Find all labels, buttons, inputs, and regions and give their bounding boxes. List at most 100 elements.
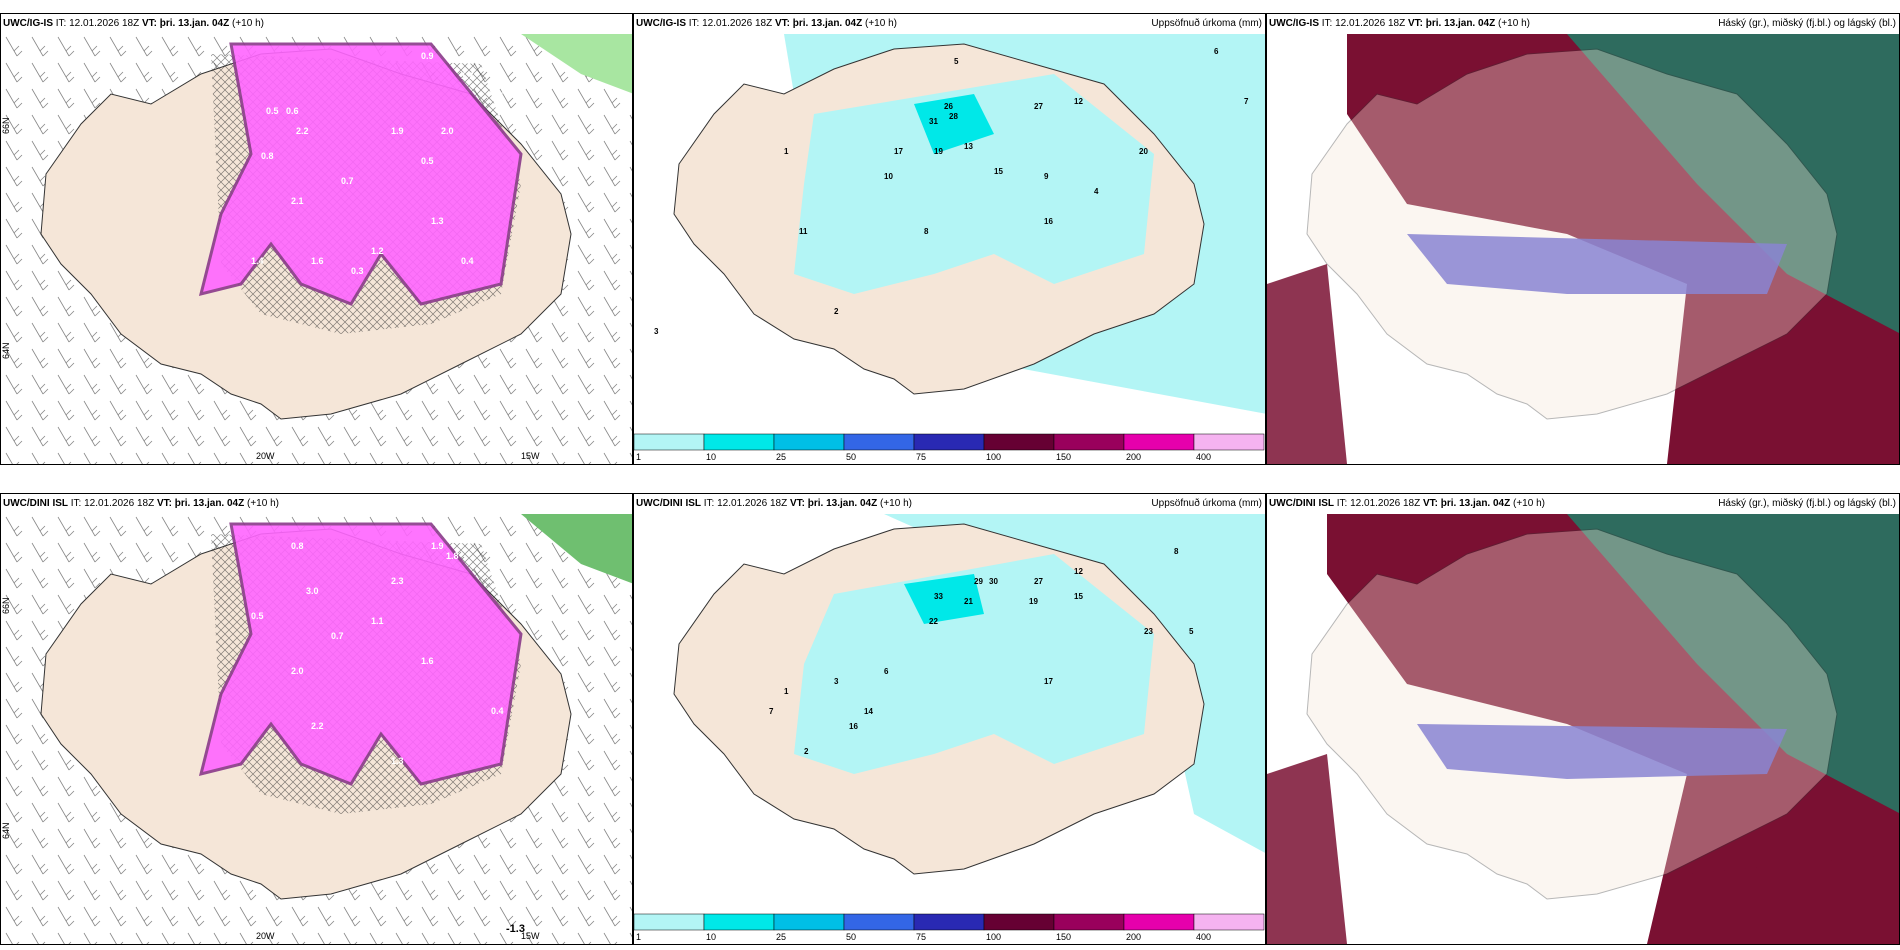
value-label: 30 — [989, 577, 998, 586]
model-name: UWC/IG-IS — [3, 18, 53, 29]
value-label: 0.9 — [421, 51, 434, 61]
colorbar-label: 150 — [1056, 932, 1071, 942]
value-label: 27 — [1034, 102, 1043, 111]
value-label: 0.5 — [251, 611, 264, 621]
colorbar-segment — [1053, 433, 1125, 451]
precip-map: 8 12 27 29 30 33 21 19 15 22 23 5 17 14 … — [673, 514, 1265, 875]
panel-product-title: Uppsöfnuð úrkoma (mm) — [1151, 498, 1262, 509]
panel-ig-is-precip: UWC/IG-IS IT: 12.01.2026 18Z VT: þri. 13… — [633, 13, 1266, 465]
colorbar-label: 50 — [846, 932, 856, 942]
colorbar-label: 25 — [776, 452, 786, 462]
value-label: 27 — [1034, 577, 1043, 586]
init-time: 12.01.2026 18Z — [84, 498, 155, 509]
colorbar-label: 75 — [916, 932, 926, 942]
value-label: 3 — [834, 677, 839, 686]
init-time: 12.01.2026 18Z — [702, 18, 773, 29]
colorbar-segment — [634, 913, 705, 931]
value-label: 16 — [849, 722, 858, 731]
value-label: 0.3 — [351, 266, 364, 276]
valid-time: þri. 13.jan. 04Z — [807, 498, 878, 509]
colorbar: 1 10 25 50 75 100 150 200 400 — [634, 432, 1265, 464]
value-label: 5 — [1189, 627, 1194, 636]
value-label: 8 — [924, 227, 929, 236]
value-label: 19 — [934, 147, 943, 156]
wind-snow-map: 0.8 1.9 1.8 3.0 2.3 0.5 1.6 0.7 2.2 0.4 … — [1, 514, 632, 944]
colorbar-label: 200 — [1126, 452, 1141, 462]
value-label: 2 — [834, 307, 839, 316]
colorbar-segment — [634, 433, 705, 451]
lead-time: (+10 h) — [247, 498, 279, 509]
colorbar-label: 10 — [706, 932, 716, 942]
value-label: 28 — [949, 112, 958, 121]
panel-dini-wind-snow: UWC/DINI ISL IT: 12.01.2026 18Z VT: þri.… — [0, 493, 633, 945]
value-label: 29 — [974, 577, 983, 586]
value-label: -1.3 — [506, 923, 525, 935]
panel-header: UWC/IG-IS IT: 12.01.2026 18Z VT: þri. 13… — [1269, 18, 1896, 29]
colorbar-segment — [1053, 913, 1125, 931]
value-label: 3.0 — [306, 586, 319, 596]
model-name: UWC/DINI ISL — [636, 498, 701, 509]
value-label: 1.6 — [421, 656, 434, 666]
value-label: 15 — [994, 167, 1003, 176]
colorbar-label: 400 — [1196, 932, 1211, 942]
colorbar-segment — [1123, 913, 1195, 931]
panel-product-title: Uppsöfnuð úrkoma (mm) — [1151, 18, 1262, 29]
iceland-land — [1306, 48, 1838, 420]
value-label: 1.1 — [371, 616, 384, 626]
value-label: 11 — [799, 227, 808, 236]
value-label: 9 — [1044, 172, 1049, 181]
value-label: 0.4 — [491, 706, 504, 716]
colorbar-segment — [773, 433, 845, 451]
init-time: 12.01.2026 18Z — [1350, 498, 1421, 509]
panel-ig-is-wind-snow: UWC/IG-IS IT: 12.01.2026 18Z VT: þri. 13… — [0, 13, 633, 465]
value-label: 15 — [1074, 592, 1083, 601]
colorbar-label: 50 — [846, 452, 856, 462]
cloud-map — [1267, 34, 1899, 464]
value-label: 1.2 — [371, 246, 384, 256]
value-label: 8 — [1174, 547, 1179, 556]
colorbar-segment — [773, 913, 845, 931]
lead-time: (+10 h) — [1513, 498, 1545, 509]
value-label: 1.6 — [311, 256, 324, 266]
value-label: 0.6 — [286, 106, 299, 116]
colorbar: 1 10 25 50 75 100 150 200 400 — [634, 912, 1265, 944]
colorbar-label: 1 — [636, 452, 641, 462]
grid-label: 15W — [521, 931, 540, 941]
value-label: 7 — [1244, 97, 1249, 106]
value-label: 23 — [1144, 627, 1153, 636]
value-label: 10 — [884, 172, 893, 181]
colorbar-label: 25 — [776, 932, 786, 942]
value-label: 1 — [784, 687, 789, 696]
colorbar-segment — [703, 913, 775, 931]
grid-label: 20W — [256, 451, 275, 461]
colorbar-label: 200 — [1126, 932, 1141, 942]
grid-label: 20W — [256, 931, 275, 941]
colorbar-label: 10 — [706, 452, 716, 462]
model-name: UWC/IG-IS — [1269, 18, 1319, 29]
model-name: UWC/DINI ISL — [3, 498, 68, 509]
value-label: 33 — [934, 592, 943, 601]
colorbar-segment — [1193, 913, 1265, 931]
value-label: 6 — [1214, 47, 1219, 56]
value-label: 0.4 — [461, 256, 474, 266]
snow-area — [198, 42, 523, 306]
colorbar-label: 100 — [986, 932, 1001, 942]
value-label: 0.5 — [421, 156, 434, 166]
value-label: 0.5 — [266, 106, 279, 116]
grid-label: 66N — [1, 597, 11, 614]
value-label: 19 — [1029, 597, 1038, 606]
valid-time: þri. 13.jan. 04Z — [1440, 498, 1511, 509]
value-label: 17 — [894, 147, 903, 156]
model-name: UWC/IG-IS — [636, 18, 686, 29]
colorbar-label: 150 — [1056, 452, 1071, 462]
value-label: 21 — [964, 597, 973, 606]
value-label: 2 — [804, 747, 809, 756]
value-label: 0.8 — [261, 151, 274, 161]
value-label: 2.2 — [296, 126, 309, 136]
valid-time: þri. 13.jan. 04Z — [792, 18, 863, 29]
panel-dini-clouds: UWC/DINI ISL IT: 12.01.2026 18Z VT: þri.… — [1266, 493, 1900, 945]
value-label: 17 — [1044, 677, 1053, 686]
value-label: 12 — [1074, 567, 1083, 576]
panel-header: UWC/IG-IS IT: 12.01.2026 18Z VT: þri. 13… — [636, 18, 1262, 29]
value-label: 2.5 — [491, 91, 504, 101]
